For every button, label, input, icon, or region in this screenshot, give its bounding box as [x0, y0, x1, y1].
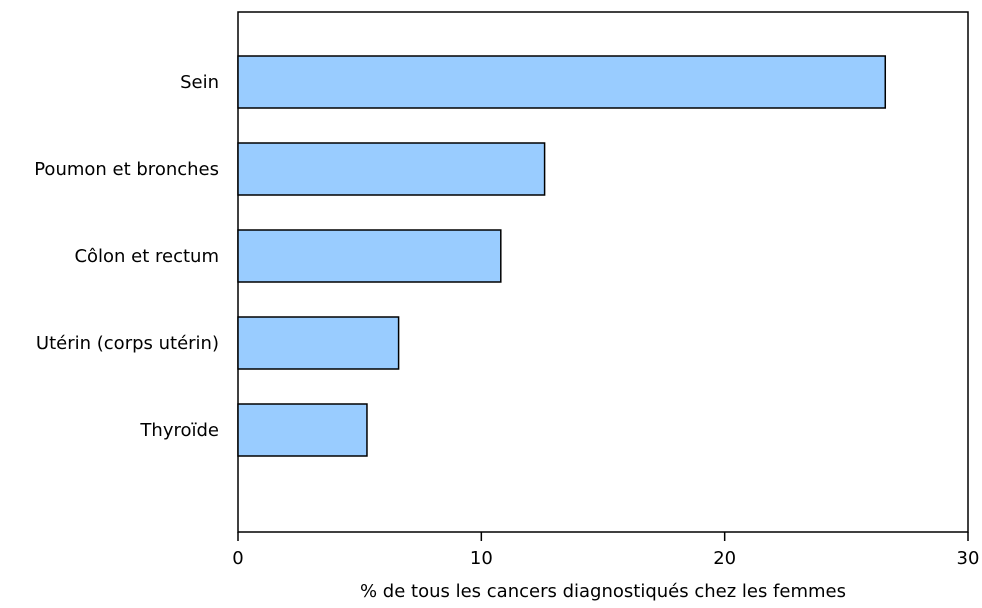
bar-4	[237, 403, 368, 457]
x-tick-label-0: 0	[232, 548, 243, 569]
x-tick-label-3: 30	[957, 548, 980, 569]
bars-group	[237, 55, 887, 457]
category-label-1: Poumon et bronches	[34, 159, 219, 180]
x-tick-label-1: 10	[470, 548, 493, 569]
x-axis-ticks-group: 0 10 20 30	[232, 532, 979, 569]
category-labels-group: Sein Poumon et bronches Côlon et rectum Uté…	[34, 72, 219, 441]
category-label-3: Utérin (corps utérin)	[36, 333, 219, 354]
bar-2	[237, 229, 502, 283]
x-axis-label: % de tous les cancers diagnostiqués chez…	[360, 581, 846, 602]
category-label-2: Côlon et rectum	[74, 246, 219, 267]
bar-0	[237, 55, 887, 109]
bar-3	[237, 316, 400, 370]
category-label-0: Sein	[180, 72, 219, 93]
category-label-4: Thyroïde	[139, 420, 219, 441]
bar-1	[237, 142, 546, 196]
x-tick-label-2: 20	[713, 548, 736, 569]
